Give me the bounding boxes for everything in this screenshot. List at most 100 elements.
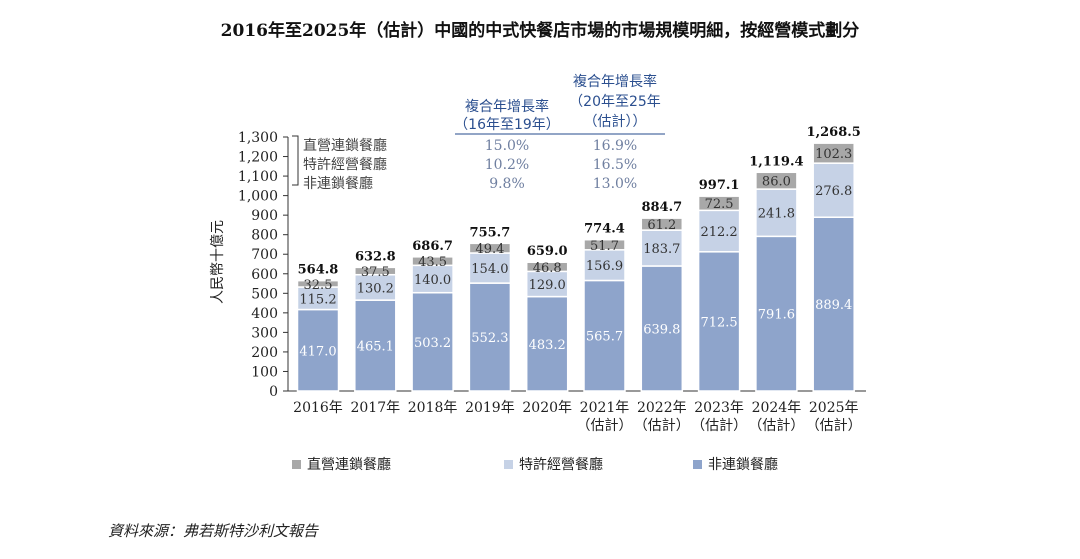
total-label: 997.1 bbox=[699, 178, 740, 193]
bar-segment bbox=[640, 265, 684, 392]
data-label: 212.2 bbox=[700, 225, 737, 240]
x-tick-label: 2024年 bbox=[752, 400, 802, 416]
bar-segment bbox=[525, 261, 569, 273]
cagr-value: 13.0% bbox=[593, 176, 637, 192]
y-tick-label: 600 bbox=[251, 267, 278, 283]
data-label: 61.2 bbox=[647, 218, 676, 233]
x-tick-label: 2020年 bbox=[522, 400, 572, 416]
bar-segment bbox=[640, 229, 684, 267]
table-bracket bbox=[292, 135, 299, 186]
cagr-row-label: 特許經營餐廳 bbox=[303, 156, 387, 173]
cagr-value: 15.0% bbox=[485, 138, 529, 154]
x-tick-label: 2025年 bbox=[809, 400, 859, 416]
y-tick-label: 800 bbox=[251, 228, 278, 244]
data-label: 129.0 bbox=[529, 278, 566, 293]
data-label: 483.2 bbox=[529, 338, 566, 353]
cagr-value: 9.8% bbox=[489, 176, 525, 192]
bar-segment bbox=[468, 242, 512, 254]
x-tick-label: 2022年 bbox=[637, 400, 687, 416]
bar-segment bbox=[812, 216, 855, 392]
data-label: 51.7 bbox=[590, 239, 619, 254]
data-label: 46.8 bbox=[533, 261, 562, 276]
cagr-value: 10.2% bbox=[485, 157, 529, 173]
cagr-header: （估計）） bbox=[584, 114, 647, 130]
x-tick-label: 2016年 bbox=[293, 400, 343, 416]
y-tick-label: 1,300 bbox=[238, 130, 278, 146]
data-label: 43.5 bbox=[418, 255, 447, 270]
bar-segment bbox=[354, 266, 397, 276]
x-tick-label: 2021年 bbox=[580, 400, 630, 416]
y-tick-label: 400 bbox=[251, 306, 278, 322]
data-label: 72.5 bbox=[705, 197, 734, 212]
x-tick-label: 2017年 bbox=[350, 400, 400, 416]
cagr-value: 16.9% bbox=[593, 138, 637, 154]
data-label: 154.0 bbox=[471, 262, 508, 277]
data-label: 183.7 bbox=[643, 242, 680, 257]
legend-label: 直營連鎖餐廳 bbox=[307, 456, 391, 473]
y-tick-label: 200 bbox=[251, 345, 278, 361]
source-note: 資料來源：弗若斯特沙利文報告 bbox=[108, 522, 319, 540]
data-label: 889.4 bbox=[815, 298, 852, 313]
data-label: 565.7 bbox=[586, 330, 623, 345]
cagr-value: 16.5% bbox=[593, 157, 637, 173]
legend-label: 非連鎖餐廳 bbox=[708, 456, 778, 473]
bar-segment bbox=[296, 308, 340, 392]
data-label: 32.5 bbox=[304, 278, 333, 293]
x-tick-label: （估計） bbox=[806, 418, 862, 434]
data-label: 276.8 bbox=[815, 184, 852, 199]
total-label: 659.0 bbox=[527, 244, 568, 259]
data-label: 241.8 bbox=[758, 207, 795, 222]
cagr-row-label: 非連鎖餐廳 bbox=[303, 175, 373, 192]
bar-segment bbox=[525, 295, 569, 392]
total-label: 564.8 bbox=[298, 263, 339, 278]
y-tick-label: 300 bbox=[251, 325, 278, 341]
data-label: 465.1 bbox=[357, 340, 394, 355]
data-label: 712.5 bbox=[700, 315, 737, 330]
total-label: 774.4 bbox=[584, 222, 625, 237]
bar-segment bbox=[755, 235, 798, 392]
x-tick-label: （估計） bbox=[748, 418, 804, 434]
cagr-header: （16年至19年） bbox=[454, 117, 560, 133]
total-label: 632.8 bbox=[355, 249, 396, 264]
bar-segment bbox=[697, 209, 741, 253]
bar-segment bbox=[812, 142, 855, 164]
cagr-header: 複合年增長率 bbox=[465, 98, 549, 115]
data-label: 86.0 bbox=[762, 175, 791, 190]
data-label: 639.8 bbox=[643, 322, 680, 337]
data-label: 37.5 bbox=[361, 265, 390, 280]
data-label: 140.0 bbox=[414, 273, 451, 288]
y-tick-label: 1,000 bbox=[238, 189, 278, 205]
data-label: 791.6 bbox=[758, 308, 795, 323]
bar-segment bbox=[411, 256, 454, 267]
total-label: 1,268.5 bbox=[807, 125, 861, 140]
data-label: 417.0 bbox=[299, 344, 336, 359]
data-label: 130.2 bbox=[357, 281, 394, 296]
bar-segment bbox=[583, 238, 626, 251]
total-label: 755.7 bbox=[470, 225, 511, 240]
x-tick-label: 2023年 bbox=[694, 400, 744, 416]
total-label: 686.7 bbox=[412, 239, 453, 254]
y-tick-label: 1,200 bbox=[238, 150, 278, 166]
bar-segment bbox=[697, 251, 741, 392]
legend-swatch bbox=[292, 460, 301, 469]
bar-segment bbox=[755, 188, 798, 238]
bar-segment bbox=[697, 195, 741, 212]
data-label: 115.2 bbox=[299, 292, 336, 307]
bar-segment bbox=[755, 171, 798, 190]
y-tick-label: 1,100 bbox=[238, 169, 278, 185]
data-label: 156.9 bbox=[586, 259, 623, 274]
y-tick-label: 500 bbox=[251, 286, 278, 302]
bar-segment bbox=[468, 252, 512, 284]
cagr-header: （20年至25年 bbox=[569, 94, 661, 110]
data-label: 552.3 bbox=[471, 331, 508, 346]
data-label: 102.3 bbox=[815, 147, 852, 162]
x-tick-label: 2018年 bbox=[408, 400, 458, 416]
y-tick-label: 900 bbox=[251, 208, 278, 224]
y-tick-label: 700 bbox=[251, 247, 278, 263]
x-tick-label: 2019年 bbox=[465, 400, 515, 416]
y-tick-label: 0 bbox=[269, 384, 278, 400]
x-tick-label: （估計） bbox=[691, 418, 747, 434]
chart-title: 2016年至2025年（估計）中國的中式快餐店市場的市場規模明細，按經營模式劃分 bbox=[221, 20, 860, 41]
cagr-header: 複合年增長率 bbox=[573, 73, 657, 90]
